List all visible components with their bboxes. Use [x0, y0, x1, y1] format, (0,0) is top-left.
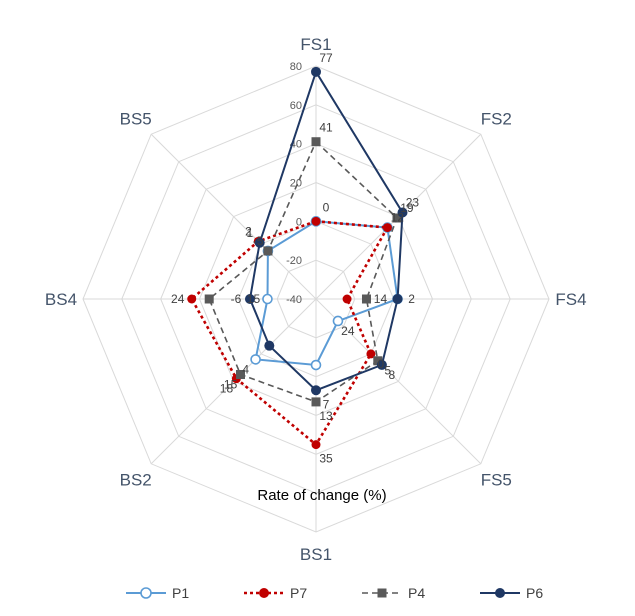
category-labels: FS1 FS2 FS4 FS5 BS1 BS2 BS4 BS5: [45, 35, 587, 564]
legend-marker: [377, 588, 387, 598]
category-label-fs1: FS1: [300, 35, 331, 54]
point-p6-bs4: [244, 294, 255, 304]
data-label-p6-fs4: 2: [408, 292, 415, 306]
axis-unit-label: Rate of change (%): [257, 487, 386, 504]
point-p4-fs5: [373, 356, 383, 366]
point-p6-fs4: [392, 294, 403, 304]
point-p1-fs5: [332, 315, 344, 327]
legend-item-p7: P7: [244, 585, 307, 601]
data-label-p4-fs4: 14: [374, 292, 388, 306]
data-label-p7-fs5: 0: [377, 357, 384, 371]
data-label-p6-fs2: 23: [406, 196, 420, 210]
legend-item-p6: P6: [480, 585, 543, 601]
data-label-p4-bs1: 13: [319, 409, 333, 423]
data-label-p7-bs2: 18: [220, 382, 234, 396]
point-p4-bs4: [204, 294, 214, 304]
point-p7-bs4: [187, 294, 197, 304]
point-p4-fs4: [361, 294, 371, 304]
point-p6-bs1: [311, 385, 321, 396]
data-label-p7-bs4: 24: [171, 292, 185, 306]
spoke-bs5: [150, 133, 317, 300]
data-label-p4-fs1: 41: [319, 121, 333, 135]
category-label-bs1: BS1: [300, 545, 332, 564]
legend-label-p6: P6: [526, 585, 543, 601]
legend: P1 P7 P4 P6: [126, 585, 543, 601]
data-label-p1-bs4: 15: [247, 292, 261, 306]
data-label-p7-fs1: 0: [323, 200, 330, 214]
spoke-fs5: [315, 298, 482, 465]
data-labels-layer: 12 24 4 15 0 0 35 18 24 2 41 19 14 5 13 15 -5 77 23 2 8 7 -6 1: [171, 51, 419, 466]
tick-label: 60: [290, 100, 302, 112]
category-label-fs2: FS2: [481, 110, 512, 129]
point-p1-bs1: [310, 359, 322, 371]
point-p7-fs1: [311, 216, 321, 226]
point-p6-fs1: [311, 66, 321, 77]
data-label-p1-fs2: 12: [391, 211, 405, 225]
category-label-bs5: BS5: [120, 110, 152, 129]
data-label-p4-bs2: 15: [224, 377, 238, 391]
tick-label: -40: [286, 294, 302, 306]
point-p4-bs2: [235, 370, 245, 380]
data-label-p4-fs2: 19: [400, 201, 414, 215]
category-label-bs4: BS4: [45, 290, 77, 309]
point-p6-fs5: [376, 359, 387, 370]
category-label-bs2: BS2: [120, 470, 152, 489]
legend-marker: [495, 588, 505, 598]
legend-marker: [140, 587, 152, 599]
point-p7-bs1: [311, 440, 321, 450]
tick-label: 20: [290, 178, 302, 190]
series-p7: [187, 216, 392, 450]
tick-label: 0: [296, 216, 302, 228]
data-label-p1-bs2: 4: [242, 362, 249, 376]
data-label-p6-bs5: 1: [246, 226, 253, 240]
legend-item-p4: P4: [362, 585, 425, 601]
point-p7-fs5: [366, 349, 376, 359]
series-p6: [244, 66, 408, 396]
legend-label-p7: P7: [290, 585, 307, 601]
category-label-fs4: FS4: [555, 290, 586, 309]
radar-spokes: [83, 66, 549, 532]
tick-label: 80: [290, 61, 302, 73]
point-p6-fs2: [397, 207, 408, 218]
data-label-p7-bs1: 35: [319, 452, 333, 466]
data-label-p6-bs4: -6: [231, 292, 242, 306]
point-p4-fs1: [311, 137, 321, 147]
legend-marker: [259, 588, 269, 598]
point-p4-fs2: [392, 213, 402, 223]
point-p4-bs1: [311, 397, 321, 407]
data-label-p4-fs5: 5: [384, 364, 391, 378]
category-label-fs5: FS5: [481, 470, 512, 489]
point-p4-bs5: [263, 246, 273, 256]
data-label-p6-bs1: 7: [323, 397, 330, 411]
point-p7-fs2: [382, 223, 392, 233]
point-p6-bs2: [264, 340, 275, 351]
data-label-p4-bs5: -5: [253, 234, 264, 248]
point-p7-fs4: [342, 294, 352, 304]
tick-label: -20: [286, 255, 302, 267]
point-p6-bs5: [254, 237, 265, 248]
data-label-p6-fs1: 77: [319, 51, 333, 65]
legend-label-p1: P1: [172, 585, 189, 601]
point-p1-bs2: [250, 354, 261, 365]
point-p1-bs4: [262, 293, 273, 305]
series-layer: [187, 66, 408, 450]
data-label-p6-fs5: 8: [388, 368, 395, 382]
data-label-p7-bs5: 2: [245, 224, 252, 238]
data-label-p1-fs5: 24: [341, 324, 355, 338]
legend-label-p4: P4: [408, 585, 425, 601]
legend-item-p1: P1: [126, 585, 189, 601]
series-p4: [204, 137, 402, 407]
